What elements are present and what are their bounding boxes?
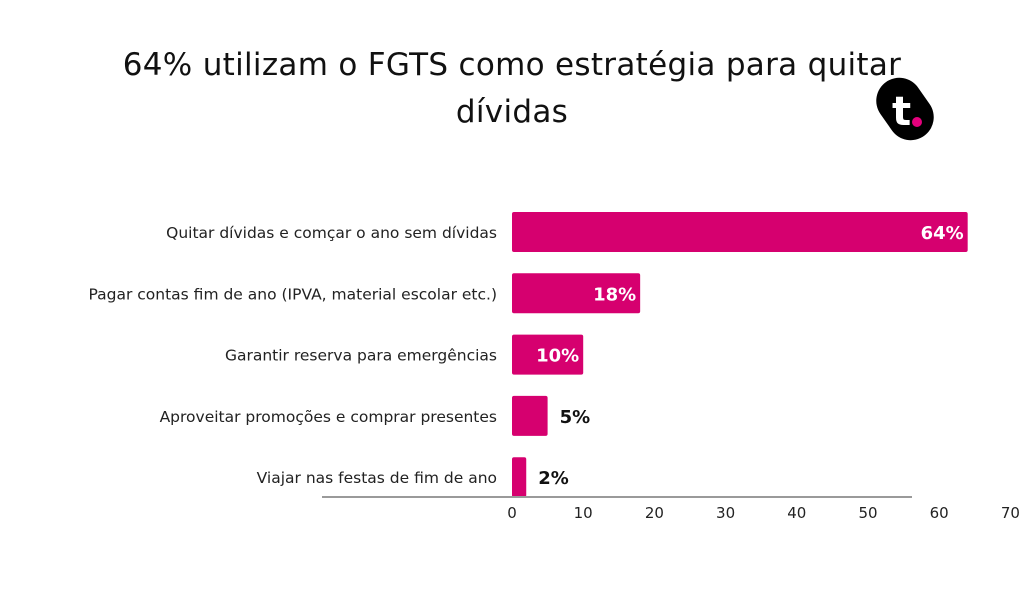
x-tick-label: 60 — [930, 504, 949, 522]
chart-title: 64% utilizam o FGTS como estratégia para… — [122, 47, 902, 130]
data-label: 2% — [538, 468, 569, 489]
category-label: Viajar nas festas de fim de ano — [257, 469, 497, 487]
category-label: Quitar dívidas e comçar o ano sem dívida… — [166, 224, 497, 242]
bar — [512, 212, 968, 252]
x-tick-label: 30 — [716, 504, 735, 522]
bar — [512, 334, 584, 375]
x-tick-label: 70 — [1001, 504, 1020, 522]
data-label: 10% — [536, 346, 579, 367]
data-label: 18% — [593, 284, 636, 305]
x-tick-label: 20 — [645, 504, 664, 522]
category-label: Aproveitar promoções e comprar presentes — [160, 408, 497, 426]
category-label: Garantir reserva para emergências — [225, 347, 497, 365]
category-label: Pagar contas fim de ano (IPVA, material … — [88, 285, 497, 303]
bar — [512, 395, 548, 436]
bar — [512, 273, 641, 314]
bar — [512, 457, 527, 498]
x-tick-label: 40 — [787, 504, 806, 522]
x-tick-label: 0 — [507, 504, 517, 522]
data-label: 5% — [560, 407, 591, 428]
data-label: 64% — [921, 223, 964, 244]
x-tick-label: 10 — [574, 504, 593, 522]
svg-text:t: t — [892, 89, 911, 135]
x-tick-label: 50 — [858, 504, 877, 522]
brand-logo: t — [876, 77, 934, 141]
